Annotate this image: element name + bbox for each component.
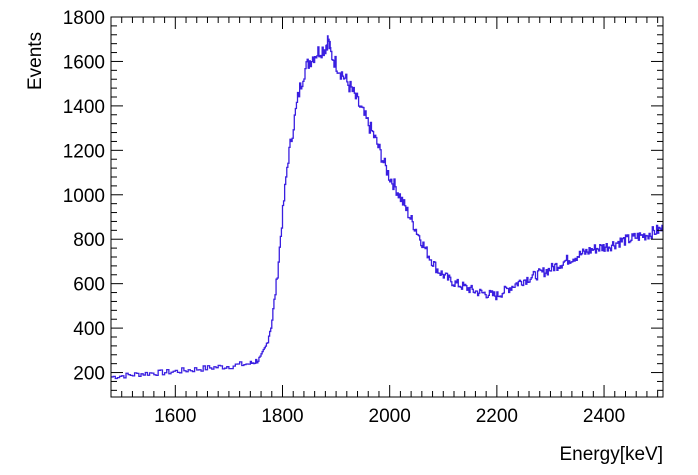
y-tick-label: 800 — [73, 230, 105, 251]
y-tick-label: 400 — [73, 319, 105, 340]
x-tick-label: 2000 — [369, 406, 411, 427]
plot-frame — [110, 16, 664, 398]
x-tick-label: 2400 — [583, 406, 625, 427]
y-tick-label: 1000 — [63, 186, 105, 207]
x-tick-label: 1800 — [261, 406, 303, 427]
y-tick-label: 1400 — [63, 97, 105, 118]
y-axis-title: Events — [25, 32, 46, 90]
y-tick-label: 1200 — [63, 141, 105, 162]
y-tick-label: 200 — [73, 364, 105, 385]
y-tick-label: 1800 — [63, 8, 105, 29]
series-step-line — [111, 35, 663, 380]
y-tick-label: 600 — [73, 275, 105, 296]
y-tick-label: 1600 — [63, 52, 105, 73]
x-axis-title: Energy[keV] — [560, 444, 664, 465]
x-tick-label: 1600 — [154, 406, 196, 427]
axis-ticks — [110, 16, 663, 397]
x-tick-label: 2200 — [476, 406, 518, 427]
plot-background — [111, 17, 663, 397]
tick-labels: 1600 1800 2000 2200 2400 200 400 600 800 1000 1200… — [63, 8, 625, 427]
